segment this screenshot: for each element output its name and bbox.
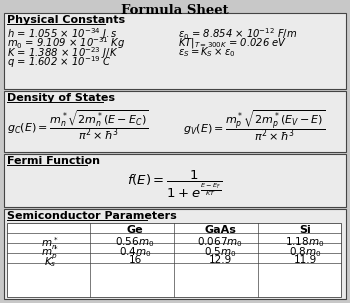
Text: h = 1.055 $\times$ 10$^{-34}$ $J.s$: h = 1.055 $\times$ 10$^{-34}$ $J.s$ — [7, 26, 118, 42]
Text: K = 1.388 $\times$ 10$^{-23}$ $J/K$: K = 1.388 $\times$ 10$^{-23}$ $J/K$ — [7, 45, 118, 61]
Text: $\varepsilon_0$ = 8.854 $\times$ 10$^{-12}$ $F/m$: $\varepsilon_0$ = 8.854 $\times$ 10$^{-1… — [178, 26, 298, 42]
Text: Fermi Function: Fermi Function — [7, 156, 100, 166]
FancyBboxPatch shape — [4, 13, 346, 89]
Text: 0.5$m_0$: 0.5$m_0$ — [204, 245, 236, 259]
Text: Physical Constants: Physical Constants — [7, 15, 125, 25]
Text: $g_V(E) = \dfrac{m_p^*\sqrt{2m_p^*(E_V - E)}}{\pi^2 \times \hbar^3}$: $g_V(E) = \dfrac{m_p^*\sqrt{2m_p^*(E_V -… — [183, 108, 326, 143]
Text: 12.9: 12.9 — [208, 255, 232, 265]
Text: Density of States: Density of States — [7, 93, 115, 103]
Text: Semiconductor Parameters: Semiconductor Parameters — [7, 211, 177, 221]
Text: $\varepsilon_S = K_S \times \varepsilon_0$: $\varepsilon_S = K_S \times \varepsilon_… — [178, 45, 236, 59]
Text: q = 1.602 $\times$ 10$^{-19}$ $C$: q = 1.602 $\times$ 10$^{-19}$ $C$ — [7, 55, 112, 70]
Text: 0.56$m_0$: 0.56$m_0$ — [116, 235, 155, 249]
Text: 0.4$m_0$: 0.4$m_0$ — [119, 245, 151, 259]
Text: Ge: Ge — [127, 225, 143, 235]
Text: 11.9: 11.9 — [293, 255, 317, 265]
Text: m$_0$ = 9.109 $\times$ 10$^{-31}$ $Kg$: m$_0$ = 9.109 $\times$ 10$^{-31}$ $Kg$ — [7, 35, 125, 51]
Text: $K_s$: $K_s$ — [44, 255, 56, 269]
Text: $KT|_{T=300K}$ = 0.026 $eV$: $KT|_{T=300K}$ = 0.026 $eV$ — [178, 35, 287, 49]
FancyBboxPatch shape — [7, 223, 341, 297]
Text: 16: 16 — [128, 255, 142, 265]
Text: $m_p^*$: $m_p^*$ — [41, 245, 59, 262]
FancyBboxPatch shape — [4, 91, 346, 152]
Text: Si: Si — [299, 225, 311, 235]
FancyBboxPatch shape — [4, 209, 346, 299]
Text: $g_C(E) = \dfrac{m_n^*\sqrt{2m_n^*(E - E_C)}}{\pi^2 \times \hbar^3}$: $g_C(E) = \dfrac{m_n^*\sqrt{2m_n^*(E - E… — [7, 108, 149, 142]
Text: 0.067$m_0$: 0.067$m_0$ — [197, 235, 243, 249]
Text: $m_n^*$: $m_n^*$ — [41, 235, 59, 252]
Text: 0.8$m_0$: 0.8$m_0$ — [289, 245, 321, 259]
FancyBboxPatch shape — [4, 154, 346, 207]
Text: GaAs: GaAs — [204, 225, 236, 235]
Text: Formula Sheet: Formula Sheet — [121, 4, 229, 17]
Text: $f(E) = \dfrac{1}{1 + e^{\frac{E - E_F}{KT}}}$: $f(E) = \dfrac{1}{1 + e^{\frac{E - E_F}{… — [127, 169, 223, 200]
Text: 1.18$m_0$: 1.18$m_0$ — [285, 235, 325, 249]
